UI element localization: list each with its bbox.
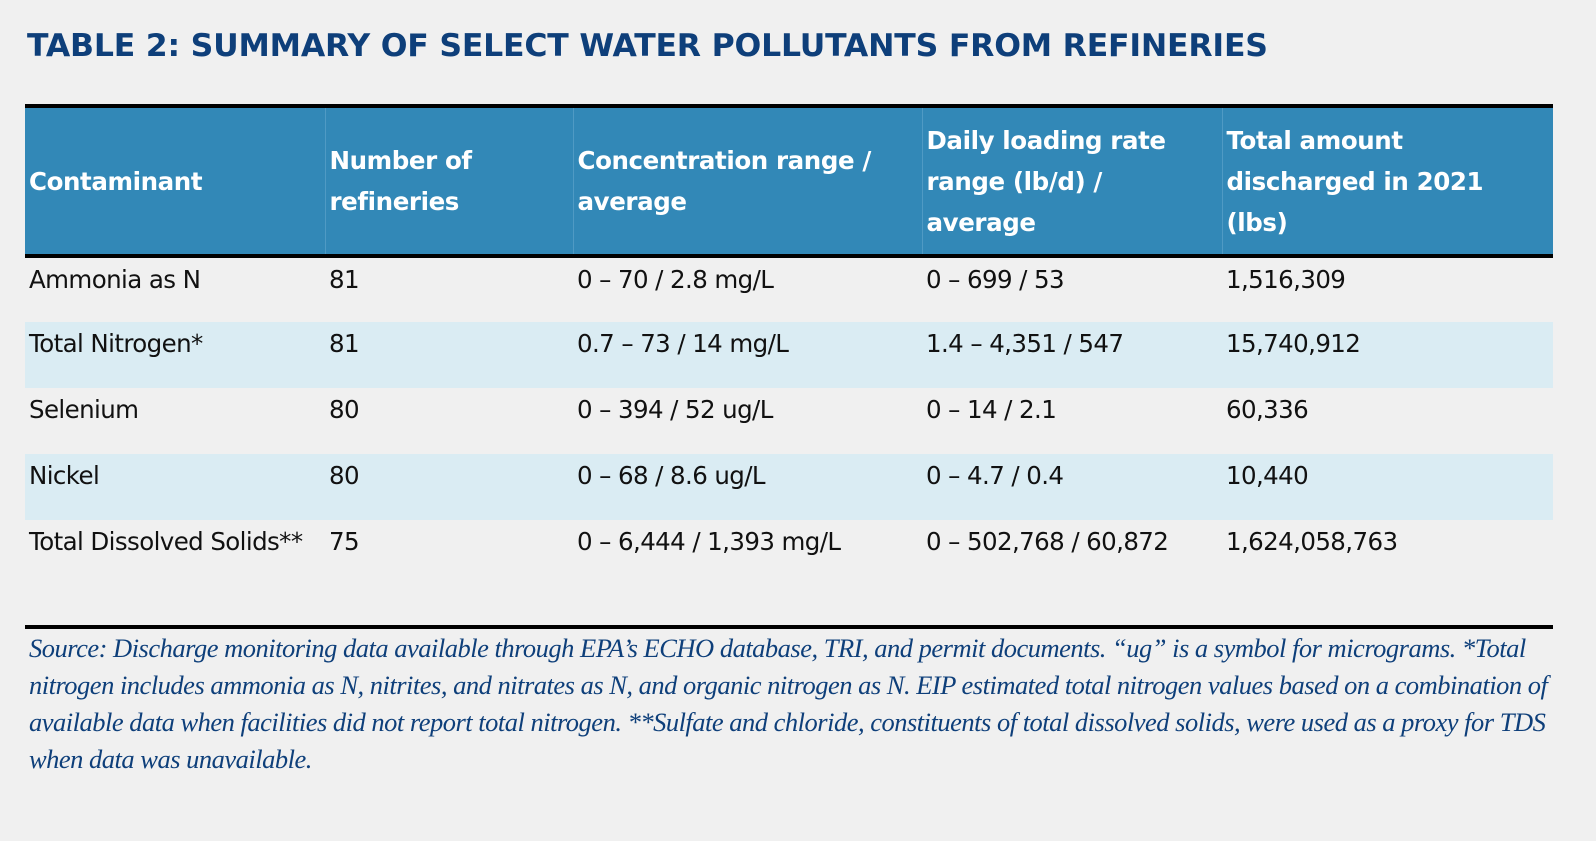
cell-daily-loading: 0 – 4.7 / 0.4 xyxy=(926,461,1064,490)
cell-total-discharged: 15,740,912 xyxy=(1226,329,1361,358)
table-row: Ammonia as N 81 0 – 70 / 2.8 mg/L 0 – 69… xyxy=(25,256,1553,322)
header-number-of-refineries: Number of refineries xyxy=(324,106,573,256)
cell-refineries: 81 xyxy=(329,329,360,358)
header-row: Contaminant Number of refineries Concent… xyxy=(25,106,1553,256)
cell-contaminant: Total Dissolved Solids** xyxy=(29,527,303,556)
header-total-discharged: Total amount discharged in 2021 (lbs) xyxy=(1221,106,1553,256)
cell-contaminant: Nickel xyxy=(29,461,100,490)
cell-total-discharged: 1,516,309 xyxy=(1226,265,1346,294)
cell-daily-loading: 1.4 – 4,351 / 547 xyxy=(926,329,1124,358)
table-header: Contaminant Number of refineries Concent… xyxy=(25,106,1553,256)
table-row: Total Nitrogen* 81 0.7 – 73 / 14 mg/L 1.… xyxy=(25,322,1553,388)
pollutants-table: Contaminant Number of refineries Concent… xyxy=(25,104,1553,629)
cell-concentration: 0.7 – 73 / 14 mg/L xyxy=(577,329,789,358)
cell-daily-loading: 0 – 14 / 2.1 xyxy=(926,395,1057,424)
cell-refineries: 81 xyxy=(329,265,360,294)
cell-concentration: 0 – 6,444 / 1,393 mg/L xyxy=(577,527,841,556)
table-title: TABLE 2: SUMMARY OF SELECT WATER POLLUTA… xyxy=(27,28,1268,64)
table-row: Total Dissolved Solids** 75 0 – 6,444 / … xyxy=(25,520,1553,627)
cell-refineries: 80 xyxy=(329,461,360,490)
header-daily-loading: Daily loading rate range (lb/d) / averag… xyxy=(921,106,1222,256)
cell-refineries: 75 xyxy=(329,527,360,556)
source-note: Source: Discharge monitoring data availa… xyxy=(29,633,1548,774)
cell-contaminant: Total Nitrogen* xyxy=(29,329,203,358)
table-row: Selenium 80 0 – 394 / 52 ug/L 0 – 14 / 2… xyxy=(25,388,1553,454)
cell-concentration: 0 – 70 / 2.8 mg/L xyxy=(577,265,774,294)
table-body: Ammonia as N 81 0 – 70 / 2.8 mg/L 0 – 69… xyxy=(25,256,1553,627)
cell-concentration: 0 – 68 / 8.6 ug/L xyxy=(577,461,766,490)
cell-contaminant: Selenium xyxy=(29,395,139,424)
cell-total-discharged: 60,336 xyxy=(1226,395,1309,424)
cell-daily-loading: 0 – 502,768 / 60,872 xyxy=(926,527,1169,556)
header-concentration: Concentration range / average xyxy=(572,106,922,256)
cell-contaminant: Ammonia as N xyxy=(29,265,201,294)
cell-total-discharged: 1,624,058,763 xyxy=(1226,527,1398,556)
header-contaminant: Contaminant xyxy=(29,166,203,196)
cell-daily-loading: 0 – 699 / 53 xyxy=(926,265,1065,294)
cell-total-discharged: 10,440 xyxy=(1226,461,1309,490)
table-row: Nickel 80 0 – 68 / 8.6 ug/L 0 – 4.7 / 0.… xyxy=(25,454,1553,520)
cell-concentration: 0 – 394 / 52 ug/L xyxy=(577,395,773,424)
cell-refineries: 80 xyxy=(329,395,360,424)
